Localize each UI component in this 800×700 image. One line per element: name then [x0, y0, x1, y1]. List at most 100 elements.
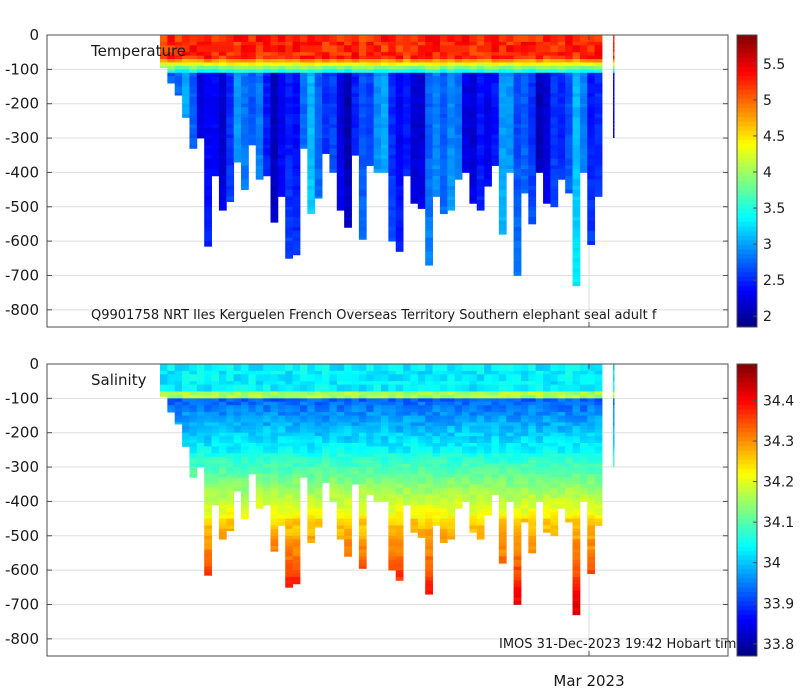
profile-cell — [439, 179, 448, 184]
profile-cell — [366, 377, 375, 382]
profile-cell — [373, 48, 382, 53]
profile-cell — [366, 141, 375, 146]
profile-cell — [307, 391, 316, 396]
profile-cell — [285, 422, 293, 427]
profile-cell — [263, 456, 271, 461]
profile-cell — [513, 45, 522, 50]
profile-cell — [484, 162, 492, 166]
profile-cell — [572, 45, 581, 50]
profile-cell — [447, 38, 456, 43]
profile-cell — [270, 491, 279, 495]
profile-cell — [182, 381, 190, 386]
profile-cell — [447, 384, 456, 389]
profile-cell — [388, 401, 397, 406]
profile-cell — [513, 59, 522, 63]
profile-cell — [211, 394, 220, 399]
profile-cell — [358, 120, 367, 125]
profile-cell — [218, 370, 227, 375]
profile-cell — [557, 175, 566, 180]
profile-cell — [388, 234, 397, 239]
profile-cell — [307, 473, 316, 478]
profile-cell — [160, 384, 168, 389]
profile-cell — [351, 384, 360, 389]
profile-cell — [270, 412, 279, 416]
profile-cell — [307, 425, 316, 430]
profile-cell — [285, 508, 293, 513]
profile-cell — [299, 141, 308, 146]
profile-cell — [314, 439, 323, 444]
profile-cell — [329, 35, 338, 39]
profile-cell — [204, 182, 212, 187]
profile-cell — [447, 151, 456, 156]
profile-cell — [285, 546, 293, 550]
profile-cell — [366, 439, 375, 444]
profile-cell — [447, 83, 456, 87]
profile-cell — [543, 134, 551, 139]
profile-cell — [469, 193, 478, 197]
profile-cell — [299, 446, 308, 451]
profile-cell — [351, 473, 360, 478]
profile-cell — [285, 52, 293, 57]
profile-cell — [218, 412, 227, 416]
profile-cell — [344, 528, 352, 533]
profile-cell — [314, 83, 323, 87]
profile-cell — [241, 83, 249, 87]
profile-cell — [565, 69, 573, 74]
profile-cell — [204, 244, 212, 247]
profile-cell — [241, 374, 249, 379]
profile-cell — [299, 117, 308, 122]
profile-cell — [543, 138, 551, 142]
profile-cell — [358, 401, 367, 406]
profile-cell — [513, 93, 522, 98]
profile-cell — [329, 165, 338, 170]
profile-cell — [432, 381, 441, 386]
profile-cell — [292, 477, 301, 482]
profile-cell — [358, 103, 367, 108]
profile-cell — [469, 179, 478, 184]
profile-cell — [572, 69, 581, 74]
profile-cell — [410, 199, 419, 204]
profile-cell — [417, 408, 426, 413]
profile-cell — [218, 114, 227, 118]
profile-cell — [292, 114, 301, 118]
profile-cell — [292, 522, 301, 526]
profile-cell — [167, 398, 176, 403]
profile-cell — [270, 515, 279, 519]
profile-cell — [410, 59, 419, 63]
profile-column — [403, 364, 411, 506]
profile-cell — [226, 107, 235, 111]
profile-cell — [211, 422, 220, 427]
profile-cell — [425, 55, 433, 60]
profile-cell — [285, 62, 293, 67]
profile-cell — [410, 370, 419, 375]
profile-cell — [189, 83, 198, 87]
profile-cell — [381, 35, 389, 39]
profile-cell — [454, 443, 463, 447]
profile-cell — [255, 79, 264, 84]
profile-cell — [233, 55, 242, 60]
profile-cell — [439, 203, 448, 208]
profile-cell — [462, 83, 470, 87]
profile-cell — [565, 175, 573, 180]
profile-cell — [292, 134, 301, 139]
profile-cell — [366, 480, 375, 485]
profile-cell — [491, 79, 500, 84]
profile-cell — [358, 210, 367, 215]
profile-cell — [432, 453, 441, 458]
profile-cell — [277, 480, 286, 485]
profile-cell — [381, 408, 389, 413]
profile-cell — [520, 100, 529, 105]
profile-cell — [557, 107, 566, 111]
profile-cell — [476, 391, 485, 396]
profile-cell — [506, 131, 514, 136]
profile-cell — [417, 425, 426, 430]
profile-cell — [218, 196, 227, 201]
profile-cell — [211, 401, 220, 406]
profile-cell — [454, 155, 463, 160]
profile-cell — [226, 41, 235, 46]
profile-cell — [189, 120, 198, 125]
profile-cell — [476, 35, 485, 39]
profile-cell — [233, 470, 242, 475]
profile-cell — [358, 93, 367, 98]
profile-cell — [462, 69, 470, 74]
